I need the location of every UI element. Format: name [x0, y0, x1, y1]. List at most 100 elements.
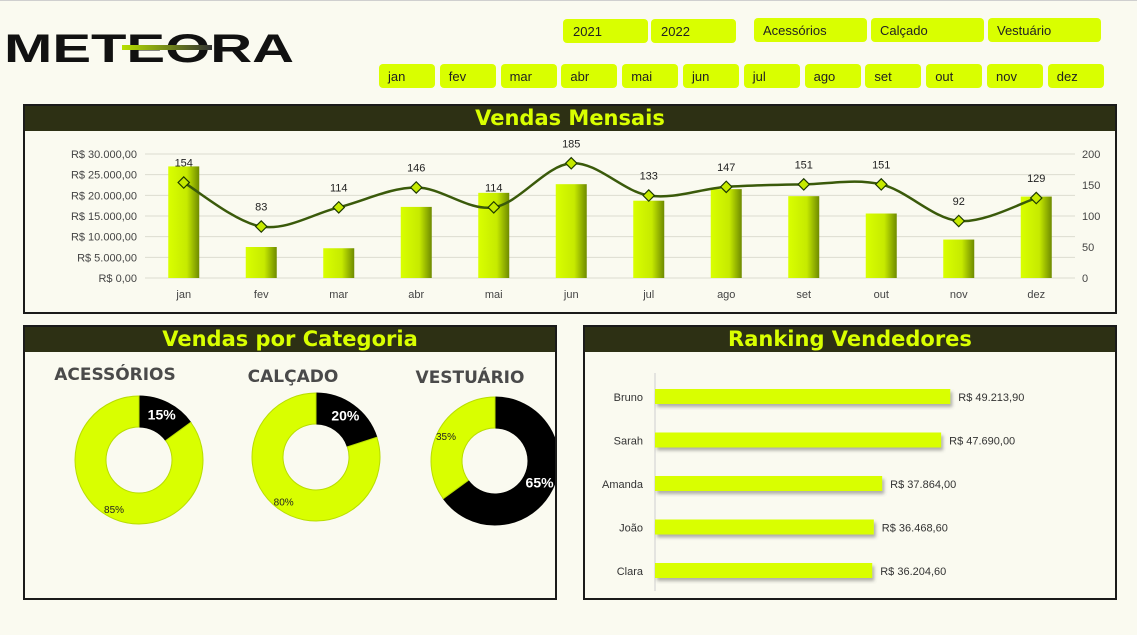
- x-tick-label: set: [796, 289, 811, 301]
- line-data-label: 133: [640, 171, 658, 183]
- line-point-jan: [177, 176, 191, 190]
- line-data-label: 154: [175, 158, 193, 170]
- x-tick-label: jan: [175, 289, 191, 301]
- ranking-bar-bruno: [655, 389, 951, 404]
- line-point-set: [797, 177, 811, 191]
- line-point-abr: [409, 180, 423, 194]
- month-slicer-nov[interactable]: nov: [987, 64, 1043, 88]
- ranking-value-label: R$ 37.864,00: [890, 479, 956, 491]
- y2-tick-label: 100: [1082, 211, 1100, 223]
- line-point-nov: [952, 214, 966, 228]
- bar-abr: [400, 206, 432, 278]
- month-slicer-jun[interactable]: jun: [683, 64, 739, 88]
- x-tick-label: dez: [1027, 289, 1045, 301]
- line-point-mai: [487, 200, 501, 214]
- bar-mar: [323, 248, 355, 278]
- ranking-name-label: Amanda: [602, 479, 644, 491]
- donut-label: 20%: [331, 408, 360, 424]
- seller-ranking-title: Ranking Vendedores: [585, 327, 1115, 352]
- y2-tick-label: 150: [1082, 180, 1100, 192]
- top-border: [0, 0, 1137, 1]
- ranking-name-label: Clara: [617, 566, 644, 578]
- category-sales-title: Vendas por Categoria: [25, 327, 555, 352]
- line-data-label: 151: [872, 159, 890, 171]
- category-donut-charts: 15% 85% 20% 80% 65% 35%: [74, 392, 555, 526]
- x-tick-label: nov: [950, 289, 968, 301]
- monthly-sales-chart: R$ 0,00 R$ 5.000,00 R$ 10.000,00 R$ 15.000,…: [71, 138, 1100, 301]
- ranking-value-label: R$ 47.690,00: [949, 436, 1015, 448]
- x-tick-label: out: [874, 289, 889, 301]
- line-point-mar: [332, 200, 346, 214]
- donut-hole: [107, 428, 171, 492]
- line-point-fev: [254, 220, 268, 234]
- donut-slice-vestuário-1: [430, 396, 496, 500]
- month-slicer-set[interactable]: set: [865, 64, 922, 88]
- seller-ranking-panel: Ranking Vendedores Bruno R$ 49.213,90 Sara…: [583, 325, 1117, 600]
- month-slicer-mar[interactable]: mar: [500, 64, 557, 88]
- y2-tick-label: 200: [1082, 149, 1100, 161]
- ranking-value-label: R$ 36.204,60: [880, 566, 946, 578]
- year-slicer-2021[interactable]: 2021: [563, 19, 648, 43]
- month-slicer-ago[interactable]: ago: [804, 64, 861, 88]
- category-title-calcado: CALÇADO: [247, 367, 339, 387]
- line-point-ago: [719, 180, 733, 194]
- line-data-label: 151: [795, 159, 813, 171]
- category-slicer-1[interactable]: Calçado: [871, 18, 984, 42]
- bar-nov: [943, 239, 975, 278]
- y-tick-label: R$ 30.000,00: [71, 149, 137, 161]
- y-tick-label: R$ 0,00: [98, 273, 137, 285]
- bar-jul: [633, 200, 665, 278]
- x-tick-label: mai: [485, 289, 503, 301]
- y-tick-label: R$ 5.000,00: [77, 252, 137, 264]
- month-slicer-fev[interactable]: fev: [439, 64, 496, 88]
- month-slicer-out[interactable]: out: [926, 64, 983, 88]
- line-data-label: 114: [330, 182, 348, 194]
- line-point-jun: [564, 156, 578, 170]
- monthly-sales-panel: Vendas Mensais R$ 0,00 R$ 5.000,00 R$ 10.0…: [23, 104, 1117, 314]
- ranking-value-label: R$ 49.213,90: [958, 392, 1024, 404]
- category-title-acessorios: ACESSÓRIOS: [54, 365, 176, 385]
- meteora-logo: METEORA: [4, 27, 294, 71]
- donut-label: 35%: [436, 432, 456, 443]
- ranking-bar-sarah: [655, 432, 942, 448]
- bar-jun: [555, 184, 587, 278]
- donut-label: 85%: [104, 505, 124, 516]
- bar-set: [788, 196, 820, 278]
- y-tick-label: R$ 25.000,00: [71, 170, 137, 182]
- line-data-label: 146: [407, 162, 425, 174]
- line-data-label: 147: [717, 162, 735, 174]
- bar-fev: [245, 247, 277, 278]
- x-tick-label: abr: [408, 289, 424, 301]
- ranking-name-label: João: [619, 523, 643, 535]
- x-tick-label: jun: [563, 289, 579, 301]
- category-slicer-0[interactable]: Acessórios: [754, 18, 867, 42]
- ranking-bar-amanda: [655, 476, 883, 491]
- donut-label: 65%: [526, 475, 555, 491]
- line-point-out: [874, 177, 888, 191]
- donut-slice-calçado-1: [251, 392, 381, 522]
- bar-ago: [710, 189, 742, 278]
- ranking-name-label: Sarah: [614, 436, 643, 448]
- month-slicer-abr[interactable]: abr: [561, 64, 618, 88]
- x-tick-label: mar: [329, 289, 348, 301]
- year-slicer-2022[interactable]: 2022: [651, 19, 736, 43]
- line-data-label: 129: [1027, 173, 1045, 185]
- x-tick-label: jul: [642, 289, 654, 301]
- category-sales-panel: Vendas por Categoria ACESSÓRIOS CALÇADO …: [23, 325, 557, 600]
- bar-dez: [1020, 196, 1052, 278]
- x-tick-label: fev: [254, 289, 269, 301]
- line-data-label: 114: [485, 182, 503, 194]
- x-tick-label: ago: [717, 289, 735, 301]
- y-tick-label: R$ 15.000,00: [71, 211, 137, 223]
- month-slicer-dez[interactable]: dez: [1047, 64, 1104, 88]
- month-slicer-jul[interactable]: jul: [743, 64, 800, 88]
- y2-tick-label: 0: [1082, 273, 1088, 285]
- line-data-label: 92: [953, 196, 965, 208]
- monthly-sales-title: Vendas Mensais: [25, 106, 1115, 131]
- month-slicer-mai[interactable]: mai: [622, 64, 679, 88]
- donut-slice-vestuário-0: [442, 396, 555, 526]
- donut-label: 15%: [148, 406, 177, 422]
- bar-out: [865, 213, 897, 278]
- category-slicer-2[interactable]: Vestuário: [988, 18, 1101, 42]
- month-slicer-jan[interactable]: jan: [379, 64, 435, 88]
